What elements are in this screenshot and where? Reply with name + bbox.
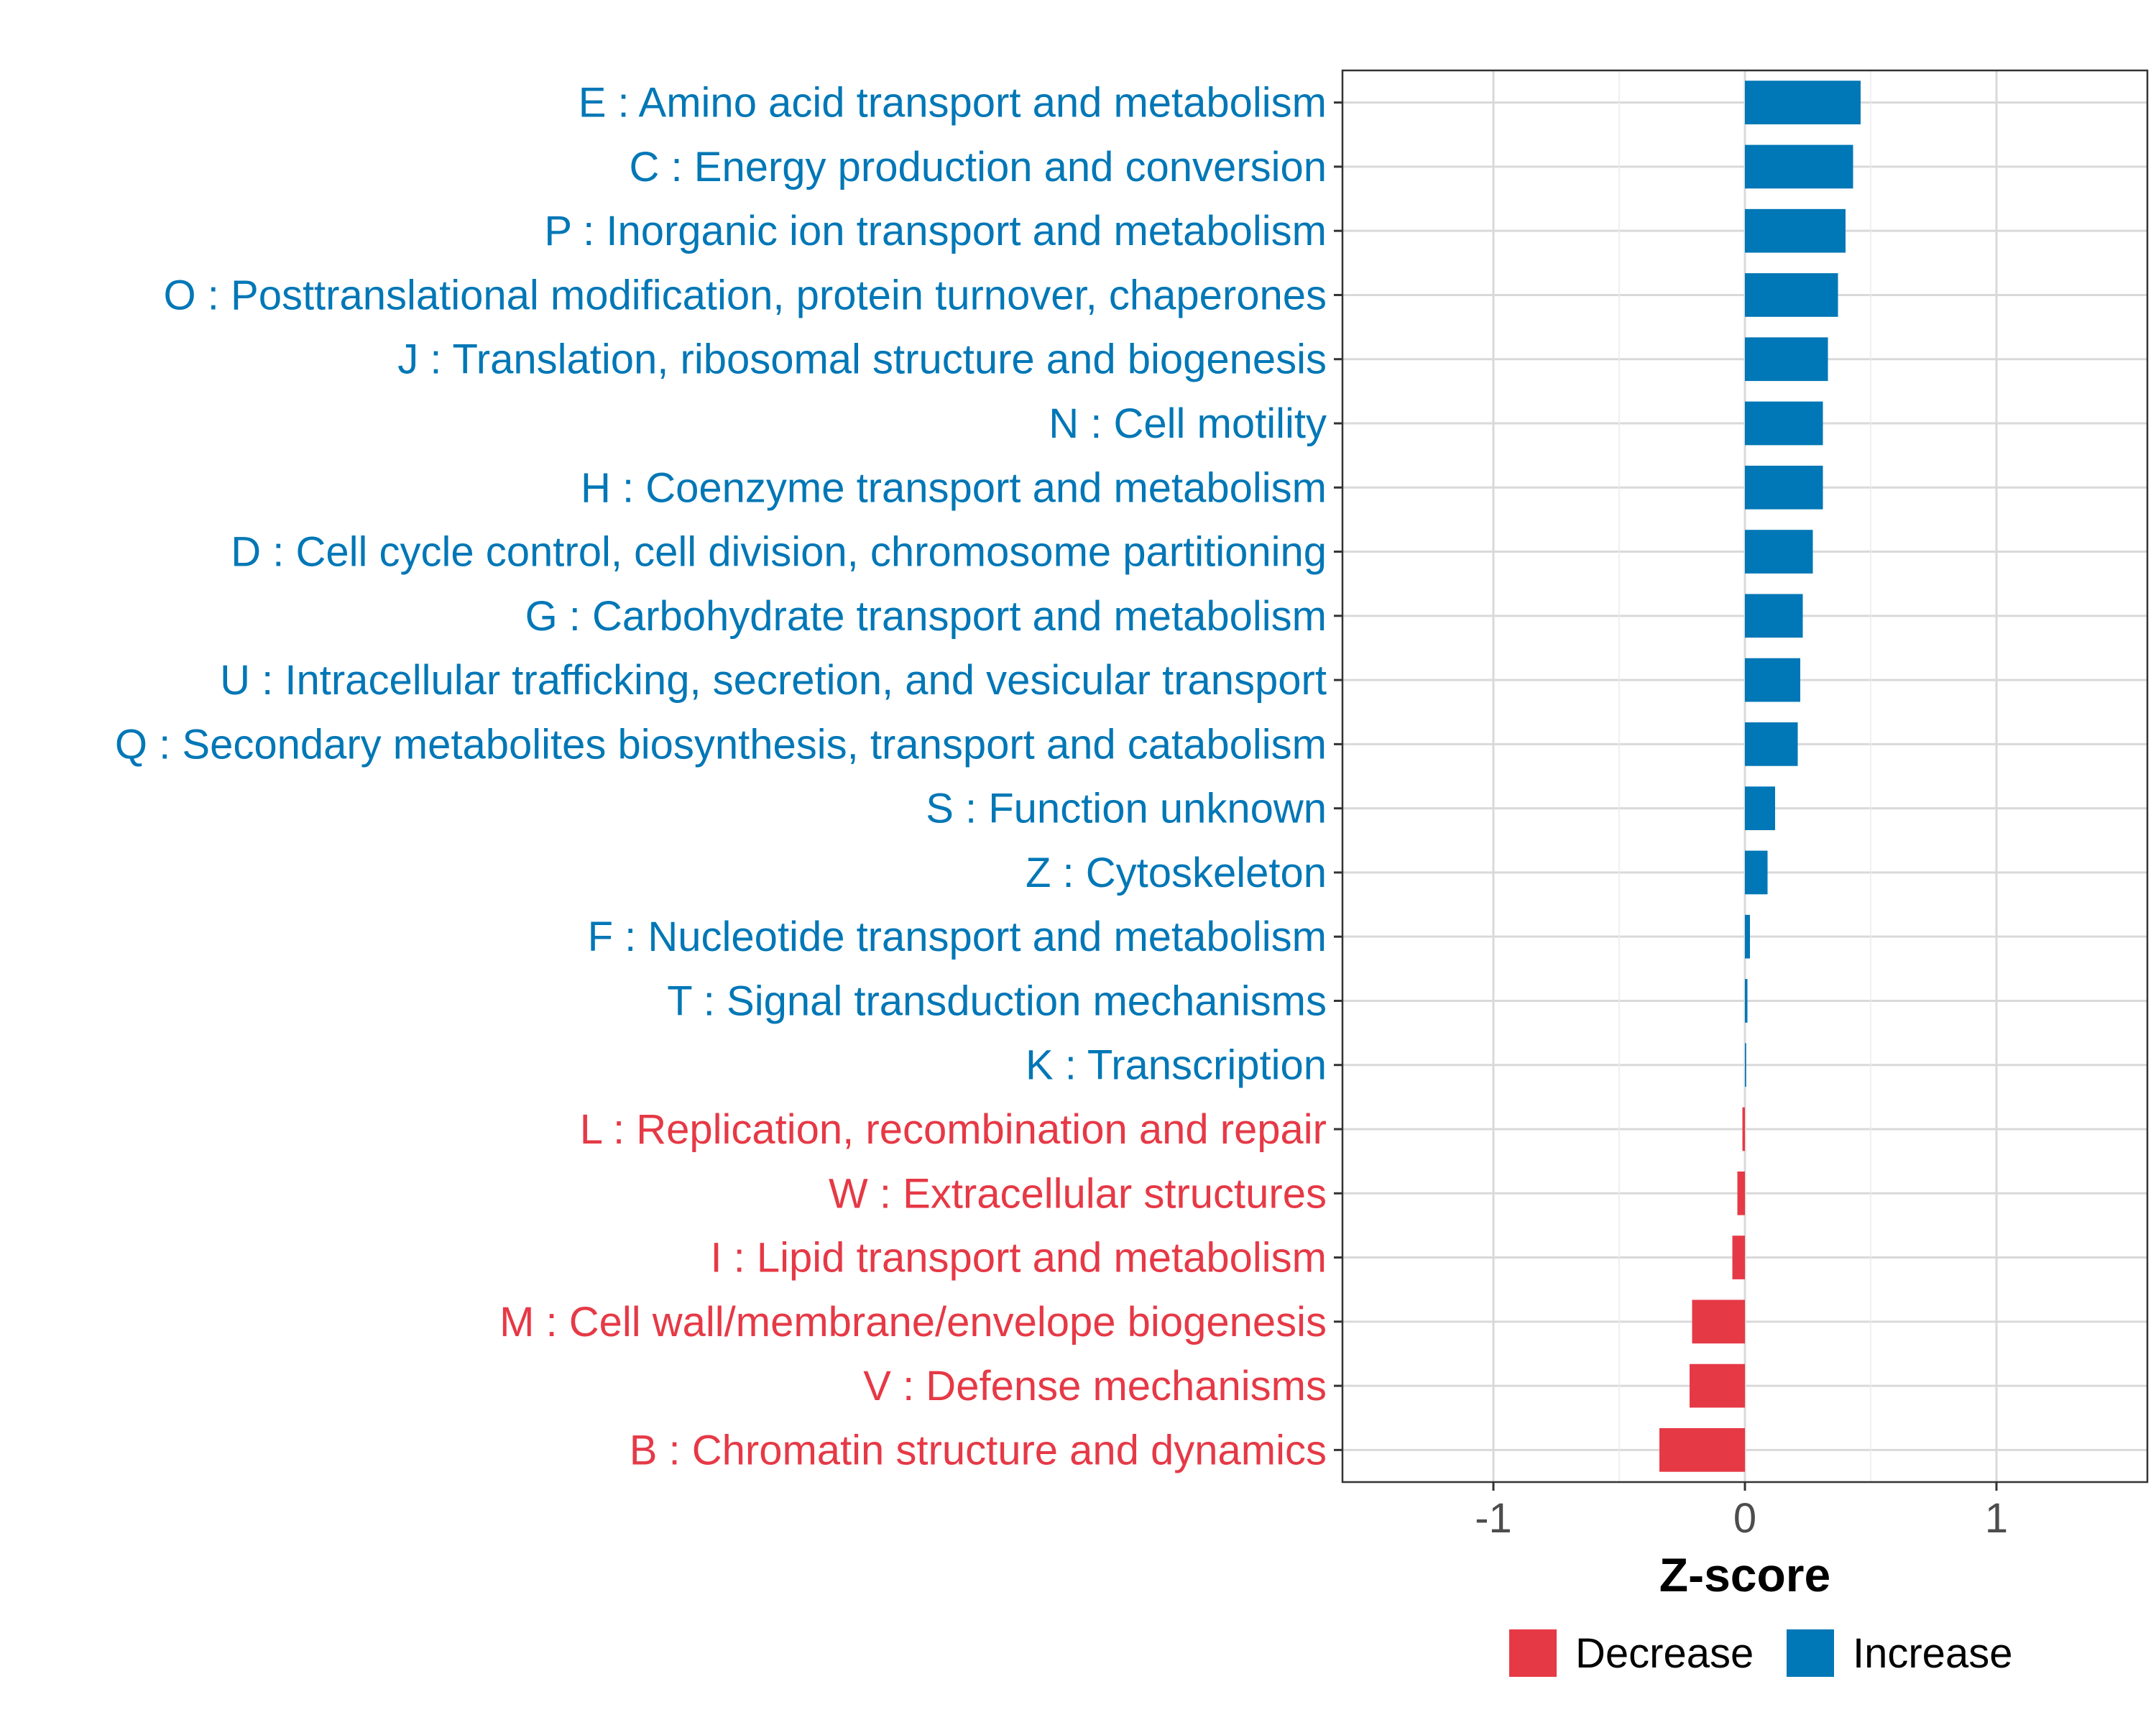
x-tick-label: 1 [1985, 1495, 2008, 1542]
y-tick-label: L : Replication, recombination and repai… [580, 1106, 1327, 1153]
bar [1745, 722, 1798, 766]
legend-label: Increase [1853, 1630, 2012, 1677]
bar [1745, 786, 1775, 830]
legend-label: Decrease [1575, 1630, 1754, 1677]
y-tick-label: V : Defense mechanisms [863, 1363, 1327, 1409]
y-tick-label: Q : Secondary metabolites biosynthesis, … [115, 721, 1327, 768]
bar [1690, 1363, 1745, 1408]
bar [1745, 465, 1823, 510]
x-axis: -1 0 1 [1475, 1482, 2008, 1542]
bar [1745, 144, 1853, 189]
bar [1745, 850, 1768, 895]
legend-swatch [1787, 1629, 1834, 1677]
bar [1745, 594, 1803, 638]
bar [1745, 658, 1800, 702]
bar [1737, 1171, 1745, 1215]
y-tick-label: U : Intracellular trafficking, secretion… [220, 657, 1327, 704]
bar [1745, 273, 1838, 317]
bar [1745, 530, 1813, 574]
bar [1745, 1043, 1746, 1087]
y-tick-label: T : Signal transduction mechanisms [667, 978, 1327, 1024]
bar [1745, 80, 1861, 124]
bar [1745, 208, 1846, 253]
x-axis-title: Z-score [1659, 1548, 1830, 1601]
bar [1745, 337, 1828, 382]
bar [1745, 401, 1823, 446]
y-tick-label: N : Cell motility [1049, 400, 1327, 447]
bar [1745, 914, 1750, 959]
bars-layer [1659, 80, 1861, 1472]
y-tick-label: D : Cell cycle control, cell division, c… [231, 529, 1327, 576]
y-tick-label: I : Lipid transport and metabolism [710, 1235, 1327, 1282]
y-tick-label: J : Translation, ribosomal structure and… [397, 336, 1327, 383]
y-tick-label: B : Chromatin structure and dynamics [630, 1427, 1327, 1473]
y-tick-label: K : Transcription [1026, 1042, 1327, 1089]
bar [1659, 1428, 1745, 1472]
y-tick-label: E : Amino acid transport and metabolism [579, 80, 1327, 126]
bar [1732, 1236, 1745, 1279]
y-tick-label: H : Coenzyme transport and metabolism [581, 464, 1327, 511]
y-tick-label: G : Carbohydrate transport and metabolis… [525, 593, 1327, 640]
legend-swatch [1509, 1629, 1557, 1677]
legend: Decrease Increase [1509, 1629, 2012, 1677]
bar [1745, 979, 1748, 1023]
y-tick-label: O : Posttranslational modification, prot… [164, 272, 1327, 318]
bar [1742, 1107, 1745, 1151]
y-tick-label: Z : Cytoskeleton [1026, 850, 1327, 896]
bar [1692, 1300, 1745, 1344]
y-tick-label: S : Function unknown [926, 786, 1327, 832]
x-tick-label: -1 [1475, 1495, 1512, 1542]
y-tick-label: M : Cell wall/membrane/envelope biogenes… [499, 1299, 1327, 1346]
y-axis: E : Amino acid transport and metabolism C… [115, 80, 1342, 1473]
y-tick-label: F : Nucleotide transport and metabolism [588, 914, 1327, 960]
y-tick-label: P : Inorganic ion transport and metaboli… [544, 208, 1327, 254]
y-tick-label: C : Energy production and conversion [630, 144, 1327, 190]
x-tick-label: 0 [1733, 1495, 1756, 1542]
y-tick-label: W : Extracellular structures [829, 1170, 1327, 1217]
